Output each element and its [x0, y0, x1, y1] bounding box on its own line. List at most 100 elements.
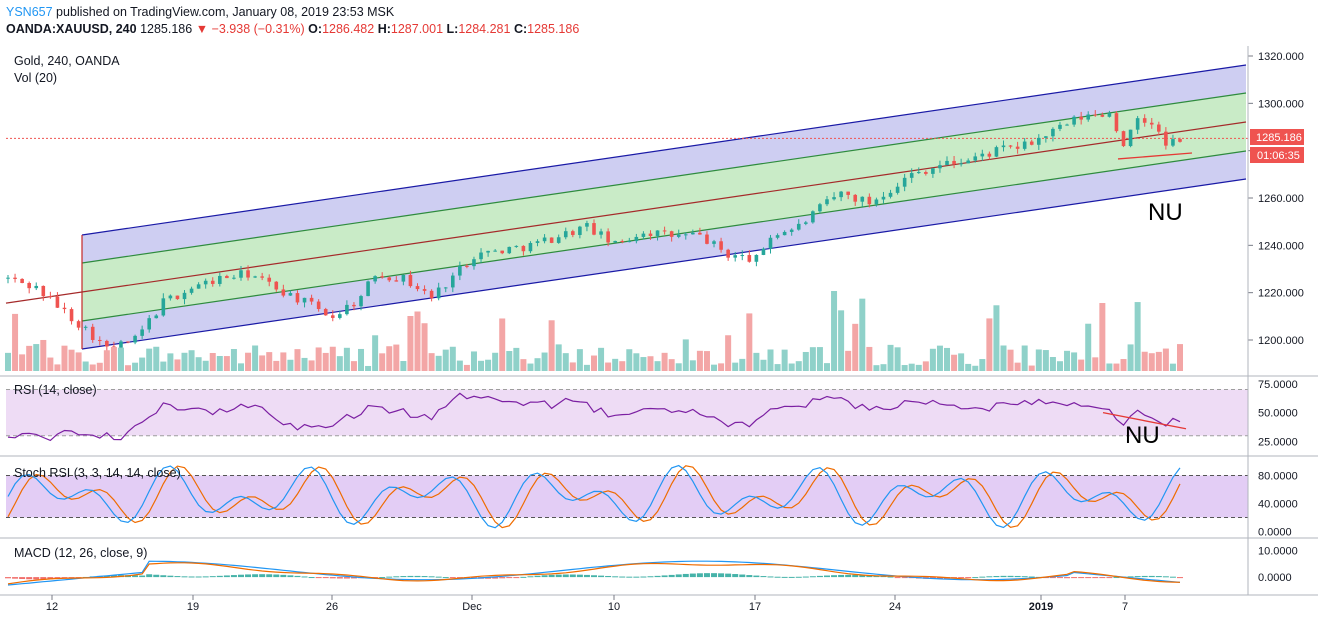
volume-bar	[1035, 349, 1042, 371]
volume-bar	[979, 359, 986, 371]
volume-bar	[520, 359, 527, 371]
macd-pane[interactable]	[5, 560, 1183, 586]
volume-bar	[654, 361, 661, 371]
macd-histogram-bar	[1092, 577, 1099, 579]
volume-bar	[478, 360, 485, 371]
candle-body	[825, 199, 829, 205]
macd-histogram-bar	[195, 576, 202, 578]
macd-histogram-bar	[979, 576, 986, 578]
low-value: 1284.281	[458, 22, 511, 36]
volume-bar	[1021, 345, 1028, 371]
volume-bar	[1155, 351, 1162, 371]
volume-bar	[548, 320, 555, 371]
volume-bar	[831, 291, 838, 371]
macd-histogram-bar	[958, 577, 965, 579]
volume-bar	[767, 349, 774, 371]
main-pane[interactable]	[5, 64, 1248, 351]
candle-body	[1142, 118, 1147, 123]
candle-body	[1079, 116, 1083, 120]
candle-body	[1058, 124, 1062, 129]
macd-histogram-bar	[273, 574, 280, 578]
candle-body	[175, 295, 180, 300]
volume-bar	[887, 344, 894, 371]
volume-bar	[470, 351, 477, 371]
volume-bar	[1162, 348, 1169, 371]
volume-bar	[576, 349, 583, 371]
candle-body	[97, 339, 102, 341]
volume-bar	[188, 350, 195, 371]
macd-histogram-bar	[237, 574, 244, 578]
volume-bar	[986, 318, 993, 371]
macd-histogram-bar	[689, 573, 696, 578]
volume-bar	[442, 349, 449, 371]
macd-histogram-bar	[866, 575, 873, 578]
candle-body	[493, 250, 497, 252]
candle-body	[472, 259, 476, 267]
volume-bar	[1056, 361, 1063, 371]
volume-bar	[555, 344, 562, 371]
candle-body	[613, 240, 617, 243]
macd-histogram-bar	[400, 576, 407, 578]
macd-histogram-bar	[40, 577, 47, 580]
time-tick-label: 26	[326, 601, 338, 613]
candle-body	[83, 326, 88, 328]
candle-body	[895, 186, 900, 193]
volume-bar	[202, 360, 209, 371]
volume-bar	[788, 363, 795, 371]
macd-histogram-bar	[139, 575, 146, 578]
candle-body	[507, 246, 512, 254]
candle-body	[1171, 139, 1175, 146]
candle-body	[302, 297, 307, 303]
volume-pane	[5, 291, 1183, 371]
volume-bar	[322, 352, 329, 371]
macd-histogram-bar	[513, 577, 520, 579]
stoch-rsi-pane[interactable]	[6, 464, 1248, 529]
macd-histogram-bar	[852, 574, 859, 578]
rsi-pane[interactable]	[6, 389, 1248, 442]
candle-body	[147, 318, 152, 330]
volume-bar	[259, 355, 266, 371]
volume-bar	[230, 349, 237, 371]
candle-body	[316, 301, 321, 310]
volume-bar	[1120, 359, 1127, 371]
macd-histogram-bar	[110, 575, 117, 578]
candle-body	[380, 276, 384, 278]
volume-bar	[372, 335, 379, 371]
volume-bar	[598, 347, 605, 371]
candle-body	[210, 280, 215, 284]
volume-bar	[605, 362, 612, 371]
candle-body	[34, 285, 39, 289]
low-label: L:	[446, 22, 459, 36]
macd-histogram-bar	[414, 575, 421, 578]
candle-body	[323, 309, 328, 316]
candle-body	[359, 296, 363, 307]
candle-body	[415, 286, 420, 290]
macd-histogram-bar	[661, 575, 668, 578]
rsi-band-fill	[6, 389, 1248, 436]
volume-bar	[958, 353, 965, 371]
macd-tick-label: 0.0000	[1258, 572, 1292, 584]
candle-body	[1107, 113, 1112, 117]
volume-bar	[640, 357, 647, 371]
volume-bar	[428, 353, 435, 371]
author-link[interactable]: YSN657	[6, 5, 53, 19]
macd-histogram-bar	[153, 574, 160, 578]
macd-tick-label: 10.0000	[1258, 546, 1298, 558]
volume-bar	[781, 349, 788, 371]
candle-body	[634, 236, 639, 242]
macd-histogram-bar	[626, 576, 633, 578]
volume-bar	[527, 363, 534, 371]
candle-body	[804, 222, 808, 224]
macd-histogram-bar	[223, 575, 230, 578]
volume-bar	[266, 352, 273, 371]
macd-histogram-bar	[350, 577, 357, 579]
chart-canvas[interactable]: 1320.0001300.0001280.0001260.0001240.000…	[0, 46, 1318, 625]
candle-body	[27, 283, 31, 289]
candle-body	[465, 265, 469, 267]
volume-bar	[449, 346, 456, 371]
candle-body	[994, 147, 999, 157]
volume-bar	[407, 316, 414, 371]
stoch-band-fill	[6, 475, 1248, 518]
candle-body	[535, 241, 540, 243]
macd-histogram-bar	[711, 573, 718, 578]
